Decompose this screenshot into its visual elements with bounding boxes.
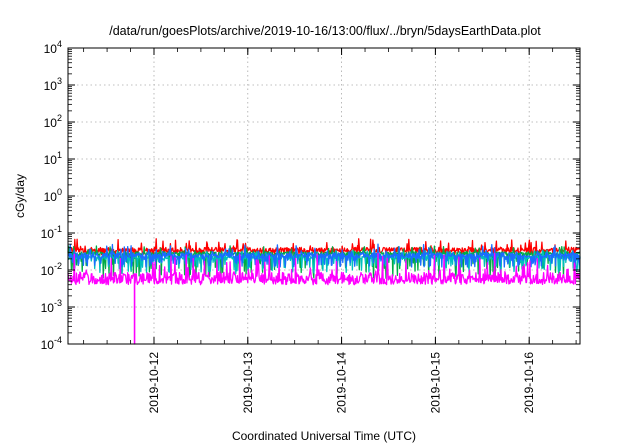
grid-lines <box>68 48 580 344</box>
data-series <box>67 238 581 345</box>
y-axis: 10-4 10-3 10-2 10-1 100 101 102 103 104 <box>41 39 580 352</box>
chart-title: /data/run/goesPlots/archive/2019-10-16/1… <box>109 24 541 38</box>
x-tick-label: 2019-10-13 <box>241 352 255 414</box>
y-tick-label: 102 <box>44 113 62 130</box>
y-tick-label: 104 <box>44 39 62 56</box>
x-axis: 2019-10-12 2019-10-13 2019-10-14 2019-10-15… <box>83 48 577 414</box>
y-tick-label: 10-2 <box>41 261 62 278</box>
x-axis-label: Coordinated Universal Time (UTC) <box>232 429 416 443</box>
x-tick-label: 2019-10-12 <box>147 352 161 414</box>
y-tick-label: 10-4 <box>41 335 62 352</box>
y-tick-label: 10-1 <box>41 224 62 241</box>
x-tick-label: 2019-10-16 <box>522 352 536 414</box>
y-axis-label: cGy/day <box>13 174 27 218</box>
series-line-5 <box>67 252 581 345</box>
y-tick-label: 101 <box>44 150 62 167</box>
y-tick-label: 103 <box>44 76 62 93</box>
y-tick-label: 100 <box>44 187 62 204</box>
x-tick-label: 2019-10-14 <box>335 352 349 414</box>
series-line-4 <box>67 243 581 268</box>
x-tick-label: 2019-10-15 <box>428 352 442 414</box>
y-tick-label: 10-3 <box>41 298 62 315</box>
